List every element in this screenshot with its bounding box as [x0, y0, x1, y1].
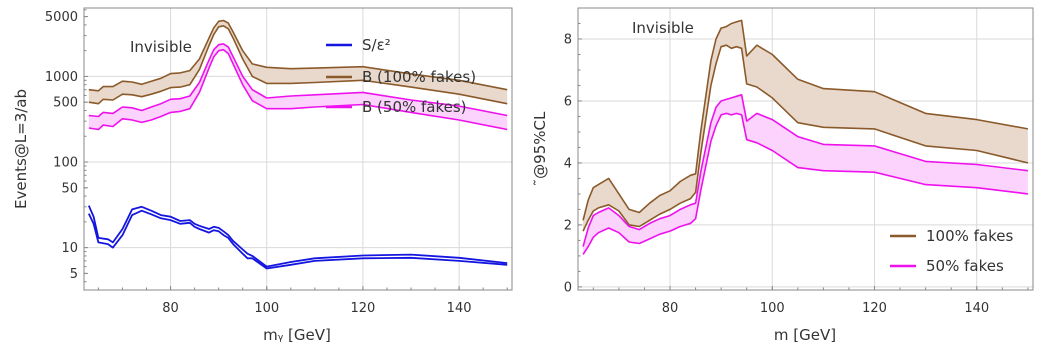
series-1-upper-line: [582, 94, 1028, 247]
series-1-upper-line: [88, 19, 508, 92]
series-0-band-fill: [583, 20, 1028, 232]
series-2-lower-line: [88, 48, 508, 131]
y-tick-label: 6: [564, 94, 572, 109]
series-0-upper-line: [87, 205, 508, 268]
left-ticks: 80 100 120 140 5 10 50 100 500 1000 5000: [45, 9, 508, 316]
right-x-axis-label: m [GeV]: [774, 326, 836, 344]
y-tick-label: 500: [53, 96, 78, 111]
legend-label-signal: S/ε²: [362, 36, 391, 54]
x-tick-label: 80: [662, 301, 679, 316]
series-1-lower-line: [88, 24, 508, 105]
y-tick-label: 50: [61, 181, 78, 196]
x-tick-label: 100: [760, 301, 785, 316]
left-y-axis-label: Events@L=3/ab: [12, 89, 30, 209]
series-0-upper-line: [582, 19, 1029, 221]
x-tick-label: 140: [964, 301, 989, 316]
y-tick-label: 5000: [45, 10, 78, 25]
y-tick-label: 8: [564, 32, 572, 47]
series-1-lower-line: [582, 112, 1028, 255]
left-annotation: Invisible: [130, 38, 192, 56]
left-chart: 80 100 120 140 5 10 50 100 500 1000 5000 Invisible…: [12, 7, 513, 344]
right-chart: 80 100 120 140 0 2 4 6 8 Invisible m [GeV] ˜@95%…: [531, 7, 1034, 344]
y-tick-label: 100: [53, 156, 78, 171]
right-legend: 100% fakes 50% fakes: [890, 227, 1014, 275]
left-x-axis-label: mᵧ [GeV]: [263, 326, 331, 344]
right-plot-frame: [577, 7, 1034, 291]
right-ticks: 80 100 120 140 0 2 4 6 8: [564, 22, 1029, 316]
right-annotation: Invisible: [632, 19, 694, 37]
x-tick-label: 120: [351, 301, 376, 316]
x-tick-label: 140: [447, 301, 472, 316]
series-1-band-fill: [88, 20, 508, 104]
series-2-upper-line: [88, 43, 508, 118]
x-tick-label: 120: [862, 301, 887, 316]
legend-label-bkg-50: B (50% fakes): [362, 98, 467, 116]
x-tick-label: 80: [162, 301, 179, 316]
legend-label-bkg-100: B (100% fakes): [362, 68, 476, 86]
left-plot-frame: [83, 7, 513, 291]
series-0-lower-line: [87, 209, 508, 270]
left-bands: [87, 19, 508, 270]
right-y-axis-label: ˜@95%CL: [531, 111, 549, 186]
y-tick-label: 1000: [45, 70, 78, 85]
legend-label-100-fakes: 100% fakes: [926, 227, 1014, 245]
x-tick-label: 100: [254, 301, 279, 316]
series-2-band-fill: [88, 43, 508, 130]
y-tick-label: 5: [70, 267, 78, 282]
y-tick-label: 10: [61, 241, 78, 256]
y-tick-label: 2: [564, 218, 572, 233]
y-tick-label: 0: [564, 280, 572, 295]
right-bands: [582, 19, 1029, 255]
series-1-band-fill: [583, 94, 1028, 255]
series-0-lower-line: [582, 44, 1029, 232]
left-legend: S/ε² B (100% fakes) B (50% fakes): [326, 36, 476, 116]
legend-label-50-fakes: 50% fakes: [926, 257, 1004, 275]
y-tick-label: 4: [564, 156, 572, 171]
